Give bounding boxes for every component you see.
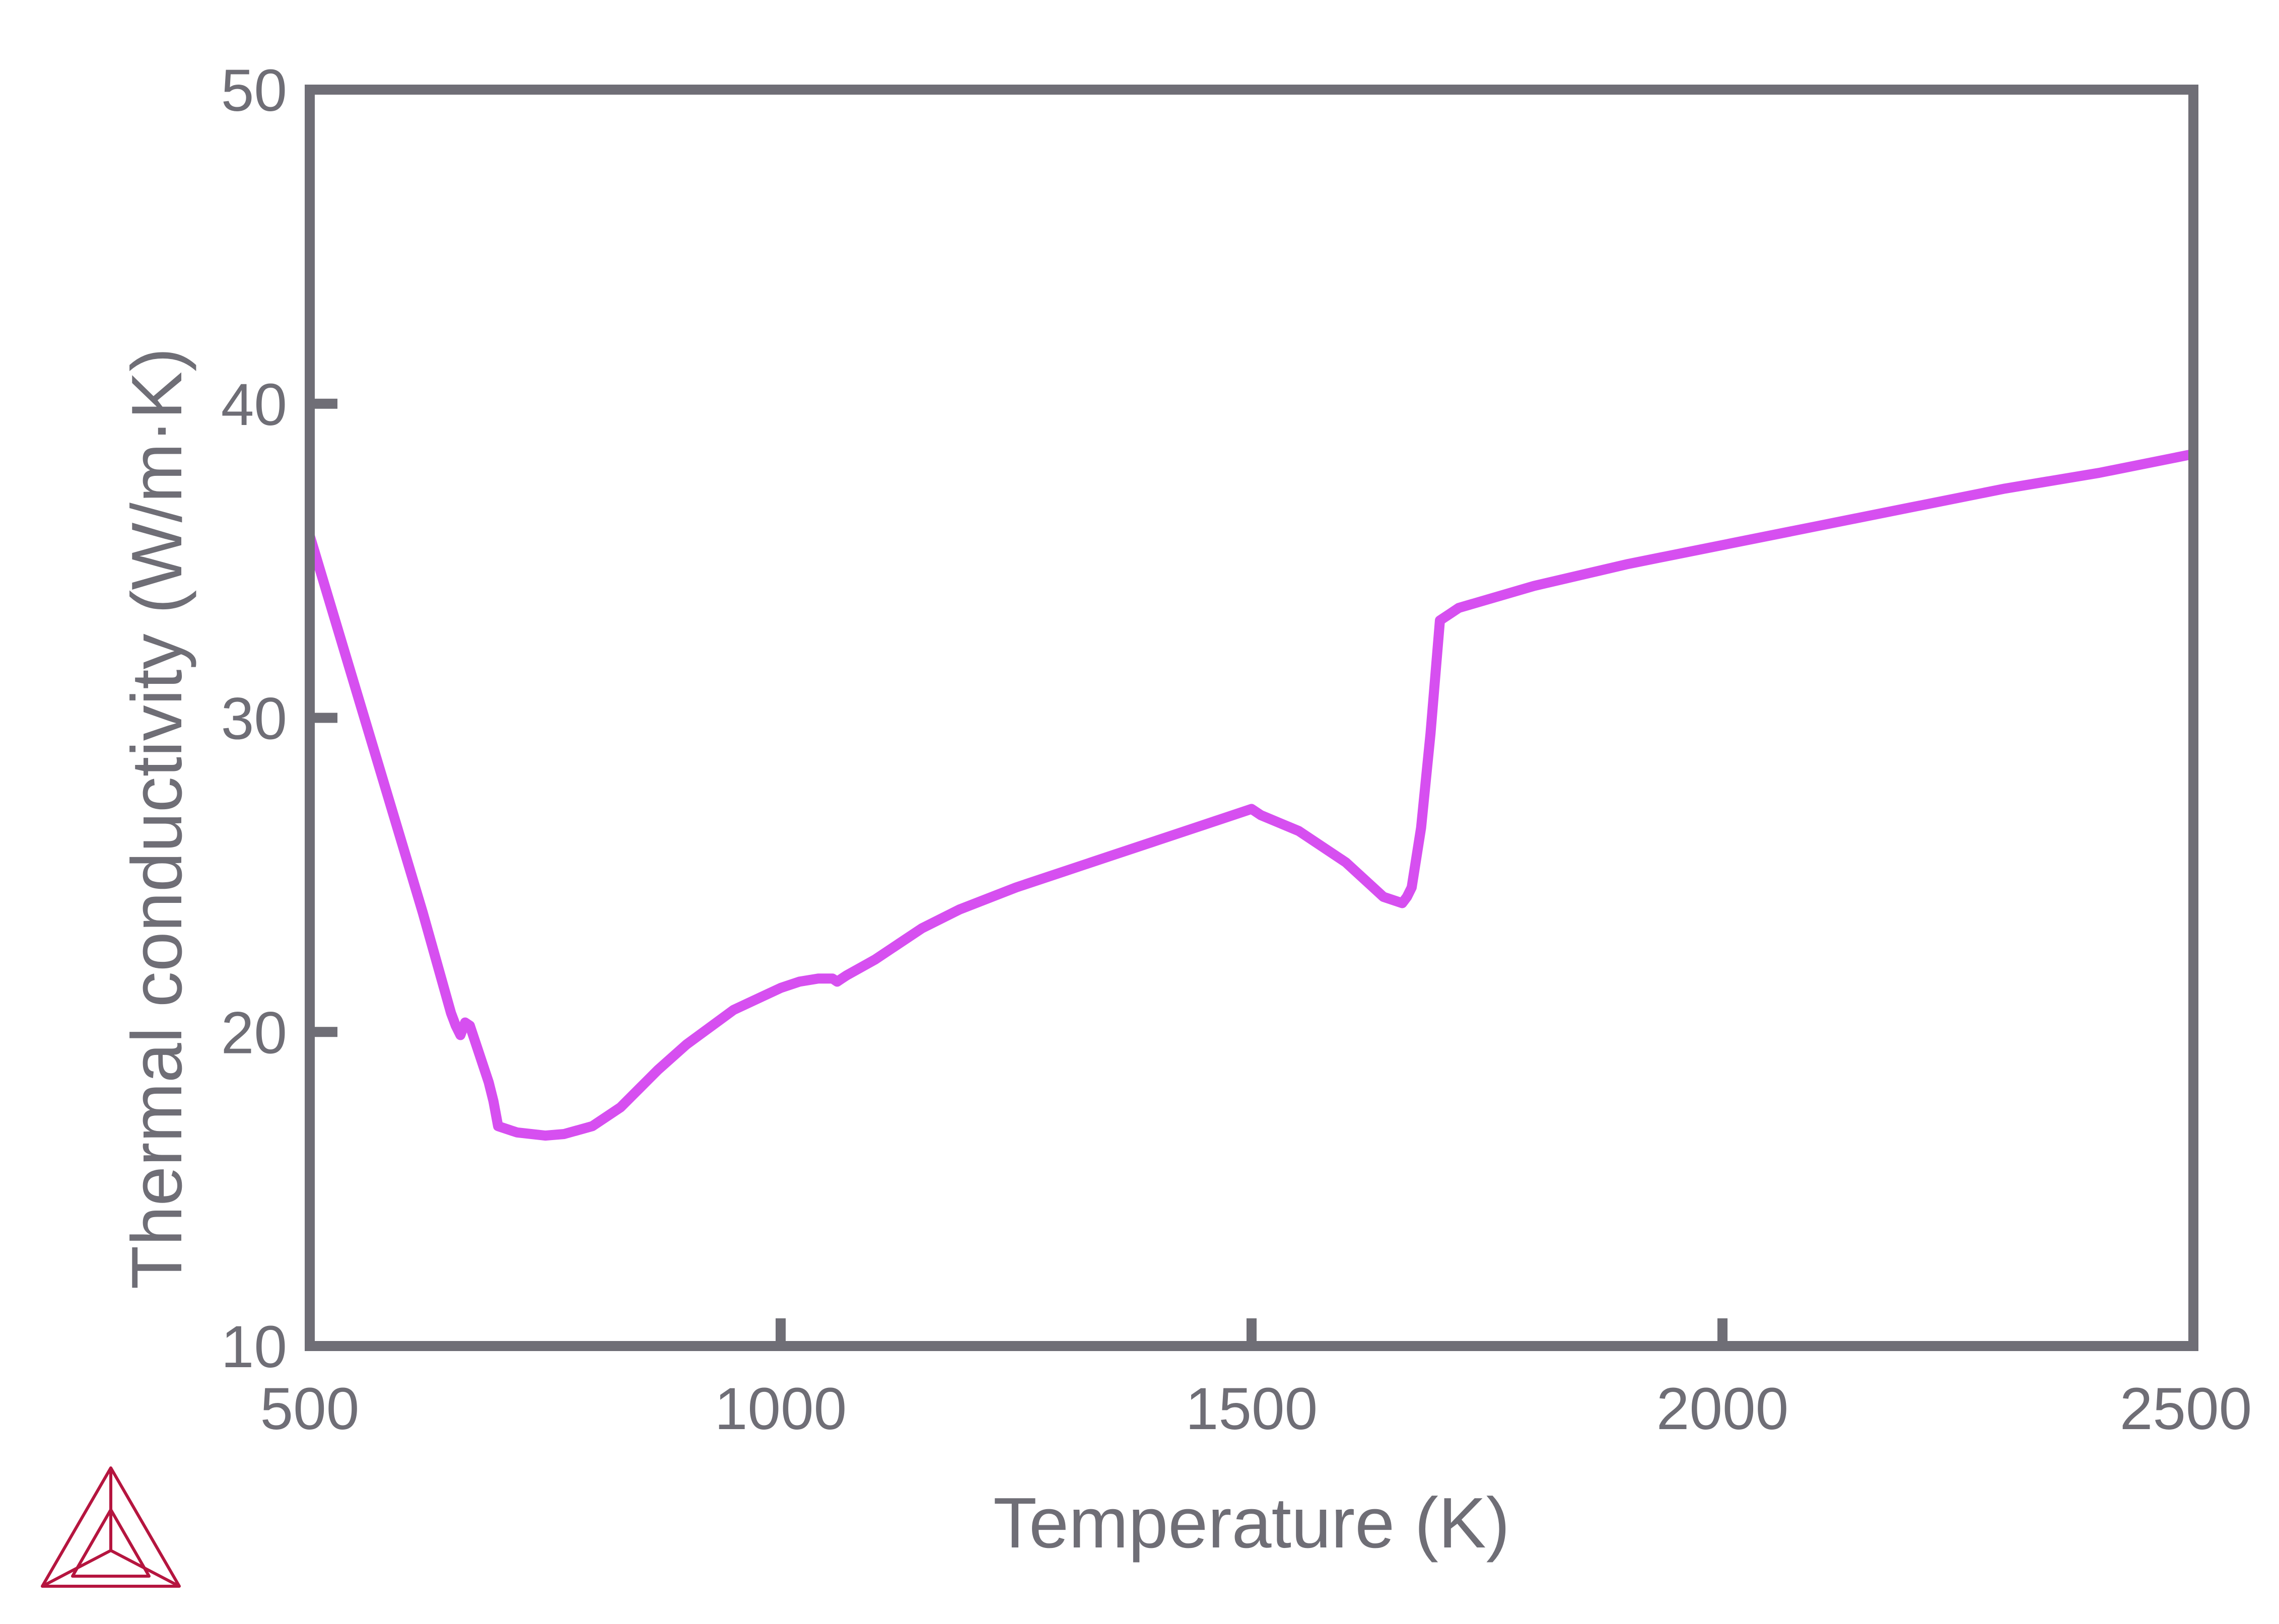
- y-tick-label: 40: [221, 372, 287, 438]
- triangle-logo-icon: [41, 1466, 181, 1588]
- y-tick-label: 30: [221, 686, 287, 752]
- plot-frame: [305, 85, 2198, 1351]
- y-axis-ticks: 10 20 30 40 50: [221, 57, 337, 1380]
- y-axis-title: Thermal conductivity (W/m·K): [117, 348, 197, 1290]
- y-tick-label: 10: [221, 1314, 287, 1380]
- series-line: [305, 449, 2198, 1141]
- x-tick-label: 1500: [1186, 1376, 1318, 1442]
- x-axis-title: Temperature (K): [993, 1483, 1510, 1563]
- x-axis-ticks: 500 1000 1500 2000 2500: [260, 1318, 2252, 1442]
- y-tick-label: 20: [221, 1000, 287, 1066]
- y-tick-label: 50: [221, 57, 287, 124]
- x-tick-label: 2000: [1656, 1376, 1789, 1442]
- x-tick-label: 2500: [2120, 1376, 2252, 1442]
- x-tick-label: 1000: [715, 1376, 847, 1442]
- x-tick-label: 500: [260, 1376, 360, 1442]
